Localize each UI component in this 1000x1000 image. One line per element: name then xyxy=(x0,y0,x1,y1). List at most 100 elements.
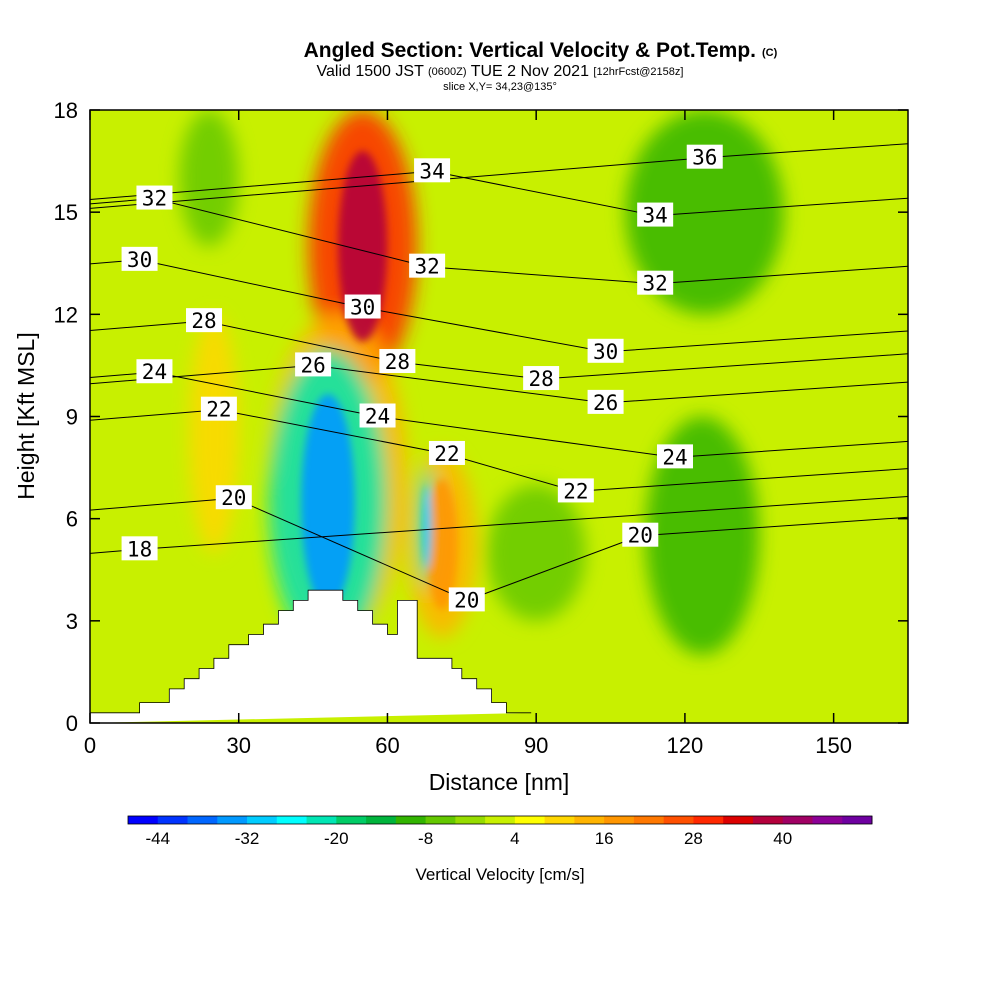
contour-label: 24 xyxy=(662,445,687,469)
contour-label: 28 xyxy=(528,367,553,391)
colorbar-swatch xyxy=(455,816,486,824)
contour-label: 30 xyxy=(593,340,618,364)
contour-label-box xyxy=(448,587,485,612)
y-tick-label: 15 xyxy=(54,200,78,225)
chart-subtitle: Valid 1500 JST (0600Z) TUE 2 Nov 2021 [1… xyxy=(317,62,684,80)
contour-label-box xyxy=(215,485,252,510)
contour-label-box xyxy=(409,253,446,278)
x-tick-label: 90 xyxy=(524,733,548,758)
colorbar-swatch xyxy=(217,816,248,824)
colorbar-frame xyxy=(127,815,873,825)
colorbar-tick-label: 28 xyxy=(684,829,703,848)
colorbar-swatch xyxy=(812,816,843,824)
colorbar-swatch xyxy=(425,816,456,824)
y-tick-label: 9 xyxy=(66,405,78,430)
colorbar-swatch xyxy=(663,816,694,824)
colorbar-swatch xyxy=(336,816,367,824)
colorbar-tick-label: -32 xyxy=(235,829,260,848)
contour-label: 22 xyxy=(563,479,588,503)
contour-label: 20 xyxy=(221,486,246,510)
colorbar-tick-label: 4 xyxy=(510,829,519,848)
contour-label-box xyxy=(344,294,381,319)
contour-label: 32 xyxy=(414,255,439,279)
colorbar-tick-label: 16 xyxy=(595,829,614,848)
contour-label: 36 xyxy=(692,146,717,170)
contour-label: 28 xyxy=(385,350,410,374)
contour-label: 18 xyxy=(127,537,152,561)
x-tick-label: 30 xyxy=(226,733,250,758)
colorbar-swatch xyxy=(187,816,218,824)
subtitle-zulu: (0600Z) xyxy=(428,66,467,78)
contour-label-box xyxy=(295,352,332,377)
subtitle-prefix: Valid 1500 JST xyxy=(317,63,425,80)
x-axis: 0 30 60 90 120 150 xyxy=(84,110,852,758)
x-tick-label: 0 xyxy=(84,733,96,758)
contour-label-box xyxy=(523,366,560,391)
colorbar-swatch xyxy=(782,816,813,824)
velocity-downdraft xyxy=(486,484,586,621)
contour-label: 24 xyxy=(365,405,390,429)
colorbar-swatch xyxy=(395,816,427,824)
colorbar-tick-label: 40 xyxy=(773,829,792,848)
plot-area: 18 20 22 24 28 30 32 26 24 28 30 32 34 22 20 28 22 26 30 20… xyxy=(90,110,908,723)
velocity-downdraft xyxy=(645,416,760,655)
y-tick-label: 18 xyxy=(54,98,78,123)
x-tick-label: 60 xyxy=(375,733,399,758)
y-tick-label: 3 xyxy=(66,609,78,634)
subtitle-date: TUE 2 Nov 2021 xyxy=(471,63,589,80)
contour-label: 20 xyxy=(454,588,479,612)
contour-label-box xyxy=(557,478,594,503)
y-tick-label: 0 xyxy=(66,711,78,736)
colorbar-swatch xyxy=(276,816,308,824)
colorbar-tick-label: -44 xyxy=(145,829,170,848)
colorbar-swatch xyxy=(306,816,337,824)
velocity-updraft xyxy=(189,314,239,553)
contour-label: 32 xyxy=(643,272,668,296)
colorbar-swatch xyxy=(604,816,635,824)
velocity-updraft-core xyxy=(338,150,388,342)
y-tick-label: 6 xyxy=(66,507,78,532)
colorbar-tick-label: -20 xyxy=(324,829,349,848)
contour-label-box xyxy=(587,338,624,363)
colorbar-swatch xyxy=(633,816,665,824)
colorbar-swatch xyxy=(157,816,189,824)
velocity-updraft-core xyxy=(426,478,458,610)
velocity-downdraft-core xyxy=(422,485,432,569)
contour-label: 30 xyxy=(127,248,152,272)
contour-label-box xyxy=(379,349,416,374)
colorbar-swatch xyxy=(485,816,516,824)
contour-label: 28 xyxy=(191,309,216,333)
contour-label-box xyxy=(121,536,158,561)
colorbar: -44 -32 -20 -8 4 16 28 40 xyxy=(127,815,873,848)
x-axis-label: Distance [nm] xyxy=(429,769,570,795)
contour-label: 34 xyxy=(419,159,444,183)
contour-label: 26 xyxy=(593,391,618,415)
theta-contour-labels: 18 20 22 24 28 30 32 26 24 28 30 32 34 22 20 28 22 26 30 20… xyxy=(121,144,723,612)
theta-contour-line xyxy=(90,364,908,404)
contour-label-box xyxy=(414,158,451,183)
velocity-downdraft-core xyxy=(301,394,355,609)
contour-label-box xyxy=(637,270,674,295)
contour-label: 32 xyxy=(142,187,167,211)
colorbar-swatch xyxy=(723,816,754,824)
contour-label-box xyxy=(186,308,223,333)
y-tick-label: 12 xyxy=(54,302,78,327)
contour-label: 22 xyxy=(434,442,459,466)
y-axis-label: Height [Kft MSL] xyxy=(13,332,39,499)
contour-label-box xyxy=(428,440,465,465)
contour-label: 22 xyxy=(206,398,231,422)
contour-label-box xyxy=(656,444,693,469)
title-unit: (C) xyxy=(762,47,778,59)
velocity-downdraft xyxy=(179,110,239,247)
colorbar-swatch xyxy=(842,816,873,824)
contour-label: 24 xyxy=(142,360,167,384)
colorbar-swatch xyxy=(514,816,546,824)
title-block: Angled Section: Vertical Velocity & Pot.… xyxy=(304,39,778,93)
x-tick-label: 120 xyxy=(667,733,704,758)
colorbar-title: Vertical Velocity [cm/s] xyxy=(415,865,584,884)
contour-label-box xyxy=(121,246,158,271)
x-tick-label: 150 xyxy=(815,733,852,758)
contour-label-box xyxy=(637,202,674,227)
